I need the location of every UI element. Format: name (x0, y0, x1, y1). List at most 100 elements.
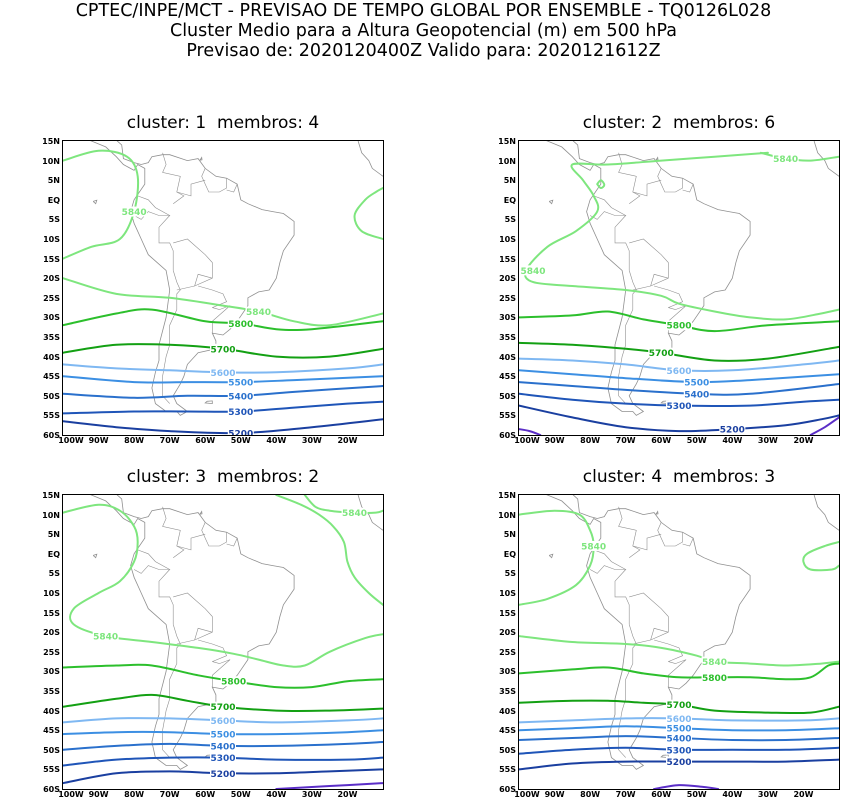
svg-text:5500: 5500 (210, 731, 235, 741)
lat-tick-label: 50S (43, 745, 60, 755)
svg-text:5800: 5800 (666, 322, 691, 332)
country-border (198, 639, 228, 662)
lat-tick-label: 10N (498, 156, 516, 166)
svg-text:5840: 5840 (581, 542, 606, 552)
svg-text:5600: 5600 (666, 367, 691, 377)
lat-tick-label: 10S (43, 589, 60, 598)
country-border (226, 183, 238, 193)
contour-label: 5300 (666, 400, 692, 412)
lat-tick-label: 30S (43, 667, 60, 677)
country-border (654, 639, 684, 662)
lon-tick-label: 40W (722, 790, 743, 799)
lat-tick-label: 60S (43, 431, 60, 440)
contour-5840 (63, 149, 140, 260)
lat-tick-label: 10N (42, 510, 60, 520)
svg-text:5300: 5300 (210, 754, 235, 764)
lon-tick-label: 80W (580, 436, 601, 445)
map-base (90, 495, 383, 770)
lat-tick-label: 5N (503, 176, 516, 186)
lat-tick-label: 60S (499, 431, 516, 440)
contour-5700 (63, 693, 383, 712)
lat-tick-label: 15N (42, 137, 60, 146)
country-border (212, 305, 231, 334)
lat-tick-label: 20S (43, 274, 60, 284)
contour-label: 5840 (772, 153, 799, 165)
country-border (212, 659, 231, 688)
svg-text:5800: 5800 (702, 674, 727, 684)
contour-label: 5200 (666, 756, 692, 768)
contour-label: 5600 (210, 367, 236, 379)
country-border (137, 549, 170, 570)
lat-tick-label: 10S (43, 235, 60, 244)
lat-tick-label: 25S (499, 647, 516, 657)
contour-5800 (519, 310, 839, 333)
lat-tick-label: 20S (499, 274, 516, 284)
map-panel-4: 5840 5840 5800 5700 5600 5500 5400 5300 5200 (518, 494, 840, 790)
country-border (162, 270, 181, 404)
lon-tick-label: 70W (159, 790, 180, 799)
country-border (650, 273, 669, 287)
coastline (655, 510, 659, 515)
coastline (813, 141, 839, 177)
svg-text:5840: 5840 (702, 658, 727, 668)
coastline (357, 495, 383, 531)
lon-tick-label: 70W (615, 436, 636, 445)
lat-tick-label: 15S (499, 254, 516, 264)
lon-tick-label: 40W (266, 436, 287, 445)
contour-label: 5840 (245, 306, 272, 318)
country-border (593, 549, 626, 570)
contour-label: 5400 (666, 733, 692, 745)
lat-tick-label: 60S (499, 785, 516, 794)
country-border (657, 168, 683, 193)
contour-label: 5700 (666, 699, 692, 711)
svg-text:5840: 5840 (342, 509, 367, 519)
lat-tick-label: 45S (43, 372, 60, 382)
contour-5840 (802, 541, 839, 572)
lon-tick-label: 90W (88, 436, 109, 445)
lat-tick-label: 5S (48, 569, 60, 579)
contour-5840 (519, 635, 839, 667)
lat-tick-label: 45S (499, 372, 516, 382)
contour-label: 5600 (666, 365, 692, 377)
contour-label: 5500 (227, 377, 254, 389)
lat-tick-label: 55S (499, 411, 516, 421)
lat-tick-label: 5N (503, 530, 516, 540)
panel-title-1: cluster: 1 membros: 4 (126, 113, 320, 133)
contour-label: 5400 (210, 740, 236, 752)
contour-label: 5800 (227, 318, 254, 330)
lat-tick-label: 5S (504, 569, 516, 579)
country-border (198, 285, 228, 308)
header-title: CPTEC/INPE/MCT - PREVISAO DE TEMPO GLOBA… (75, 1, 772, 21)
svg-text:5840: 5840 (93, 633, 118, 643)
coastline (90, 141, 295, 416)
lon-tick-label: 90W (544, 436, 565, 445)
contour-label: 5500 (666, 723, 692, 735)
svg-text:5800: 5800 (228, 320, 253, 330)
lat-tick-label: 40S (43, 706, 60, 716)
lon-tick-label: 90W (88, 790, 109, 799)
country-border (657, 522, 683, 547)
contour-label: 5840 (92, 631, 119, 643)
country-border (176, 179, 206, 197)
country-border (589, 211, 630, 271)
lon-tick-label: 60W (651, 436, 672, 445)
contour-5840 (63, 503, 383, 668)
lon-tick-label: 100W (58, 436, 84, 445)
lon-tick-label: 80W (124, 790, 145, 799)
country-border (162, 506, 185, 558)
lat-tick-label: 60S (43, 785, 60, 794)
svg-text:5700: 5700 (649, 349, 674, 359)
contour-5700 (519, 341, 839, 362)
lon-tick-label: 50W (230, 790, 251, 799)
lat-tick-label: 25S (499, 293, 516, 303)
lat-tick-label: 45S (499, 726, 516, 736)
contour-5200 (63, 418, 383, 435)
contour-5400 (63, 385, 383, 399)
svg-text:5700: 5700 (666, 701, 691, 711)
contour-label: 5400 (683, 388, 710, 400)
country-border (682, 537, 694, 547)
country-border (629, 592, 669, 645)
coastline (90, 495, 295, 770)
country-border (629, 238, 669, 291)
contour-low (653, 784, 720, 789)
